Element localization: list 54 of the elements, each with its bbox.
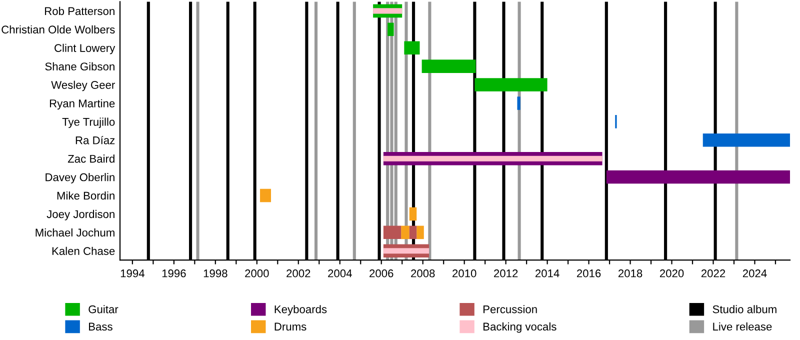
y-tick-label: Joey Jordison — [46, 210, 114, 220]
x-tick-label: 2018 — [618, 269, 642, 278]
y-tick-label: Mike Bordin — [57, 191, 114, 200]
y-tick-label: Ryan Martine — [50, 99, 115, 110]
bar — [606, 170, 790, 184]
bar — [409, 207, 417, 221]
y-tick-label: Zac Baird — [68, 154, 114, 163]
legend-label: Percussion — [484, 305, 537, 314]
x-tick-label: 2002 — [286, 269, 310, 278]
x-tick-label: 2016 — [576, 269, 601, 278]
x-tick-label: 2000 — [245, 269, 269, 278]
x-tick-label: 1994 — [120, 269, 144, 278]
y-tick-label: Ra Díaz — [76, 136, 115, 144]
legend-label: Guitar — [88, 305, 118, 314]
legend-label: Bass — [89, 322, 112, 331]
y-tick-label: Kalen Chase — [52, 246, 115, 256]
bar — [383, 226, 402, 240]
legend-label: Backing vocals — [484, 322, 556, 333]
x-tick-label: 1998 — [204, 269, 228, 278]
legend-label: Drums — [274, 322, 306, 331]
x-tick-label: 2014 — [536, 269, 560, 278]
x-tick-label: 2022 — [701, 269, 726, 278]
bar — [404, 41, 420, 54]
x-tick-label: 2010 — [452, 269, 476, 278]
bar — [474, 78, 548, 92]
x-tick-label: 2004 — [328, 269, 352, 278]
x-tick-label: 2006 — [370, 269, 394, 278]
bar — [517, 96, 520, 110]
bar — [422, 60, 476, 73]
x-tick-label: 2012 — [494, 269, 518, 278]
legend-label: Studio album — [712, 305, 776, 314]
x-tick-label: 2008 — [411, 269, 435, 278]
y-tick-label: Shane Gibson — [45, 62, 114, 70]
y-tick-label: Michael Jochum — [36, 228, 114, 237]
legend-label: Keyboards — [274, 305, 327, 316]
bar — [416, 226, 424, 240]
bar — [260, 188, 272, 202]
y-tick-label: Wesley Geer — [51, 80, 115, 92]
y-tick-label: Clint Lowery — [54, 44, 116, 54]
y-tick-label: Davey Oberlin — [46, 173, 114, 184]
y-tick-label: Rob Patterson — [45, 6, 114, 16]
bar — [383, 156, 602, 162]
bar — [702, 133, 790, 147]
x-tick-label: 2020 — [660, 269, 684, 278]
legend-label: Live release — [713, 322, 772, 331]
x-tick-label: 1996 — [162, 269, 186, 278]
bar — [401, 226, 410, 240]
y-tick-label: Christian Olde Wolbers — [2, 25, 115, 34]
bar — [383, 248, 430, 254]
bar — [388, 22, 394, 36]
y-tick-label: Tye Trujillo — [62, 118, 115, 128]
bar — [409, 226, 417, 240]
x-tick-label: 2024 — [742, 269, 767, 278]
bar — [373, 8, 402, 14]
